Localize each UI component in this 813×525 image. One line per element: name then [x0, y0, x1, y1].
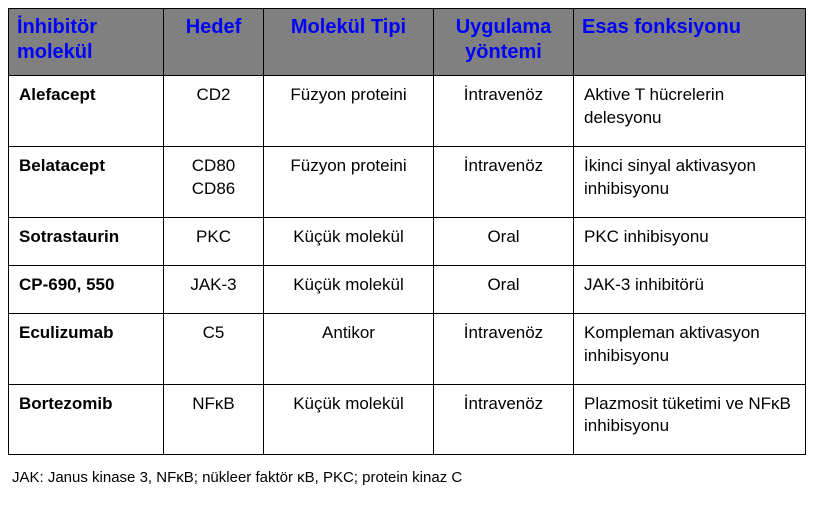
- cell-inhibitor: Belatacept: [9, 146, 164, 217]
- cell-route: İntravenöz: [434, 313, 574, 384]
- cell-function: Kompleman aktivasyon inhibisyonu: [574, 313, 806, 384]
- cell-route: İntravenöz: [434, 146, 574, 217]
- cell-type: Füzyon proteini: [264, 76, 434, 147]
- cell-type: Küçük molekül: [264, 265, 434, 313]
- col-header-inhibitor: İnhibitör molekül: [9, 9, 164, 76]
- cell-target: CD2: [164, 76, 264, 147]
- cell-target: PKC: [164, 217, 264, 265]
- cell-inhibitor: Sotrastaurin: [9, 217, 164, 265]
- cell-type: Antikor: [264, 313, 434, 384]
- table-head: İnhibitör molekül Hedef Molekül Tipi Uyg…: [9, 9, 806, 76]
- table-row: SotrastaurinPKCKüçük molekülOralPKC inhi…: [9, 217, 806, 265]
- cell-function: Plazmosit tüketimi ve NFκB inhibisyonu: [574, 384, 806, 455]
- table-row: CP-690, 550JAK-3Küçük molekülOralJAK-3 i…: [9, 265, 806, 313]
- cell-target: C5: [164, 313, 264, 384]
- cell-route: İntravenöz: [434, 384, 574, 455]
- cell-target: CD80CD86: [164, 146, 264, 217]
- table-row: BelataceptCD80CD86Füzyon proteiniİntrave…: [9, 146, 806, 217]
- inhibitors-table: İnhibitör molekül Hedef Molekül Tipi Uyg…: [8, 8, 806, 455]
- cell-function: Aktive T hücrelerin delesyonu: [574, 76, 806, 147]
- table-row: EculizumabC5AntikorİntravenözKompleman a…: [9, 313, 806, 384]
- cell-inhibitor: Alefacept: [9, 76, 164, 147]
- cell-inhibitor: CP-690, 550: [9, 265, 164, 313]
- table-row: AlefaceptCD2Füzyon proteiniİntravenözAkt…: [9, 76, 806, 147]
- cell-type: Füzyon proteini: [264, 146, 434, 217]
- col-header-type: Molekül Tipi: [264, 9, 434, 76]
- header-row: İnhibitör molekül Hedef Molekül Tipi Uyg…: [9, 9, 806, 76]
- page: İnhibitör molekül Hedef Molekül Tipi Uyg…: [0, 0, 813, 525]
- col-header-target: Hedef: [164, 9, 264, 76]
- cell-inhibitor: Bortezomib: [9, 384, 164, 455]
- cell-route: Oral: [434, 217, 574, 265]
- cell-function: JAK-3 inhibitörü: [574, 265, 806, 313]
- cell-function: İkinci sinyal aktivasyon inhibisyonu: [574, 146, 806, 217]
- col-header-route: Uygulama yöntemi: [434, 9, 574, 76]
- footnote: JAK: Janus kinase 3, NFκB; nükleer faktö…: [8, 455, 805, 486]
- cell-type: Küçük molekül: [264, 217, 434, 265]
- cell-type: Küçük molekül: [264, 384, 434, 455]
- cell-function: PKC inhibisyonu: [574, 217, 806, 265]
- cell-route: Oral: [434, 265, 574, 313]
- cell-target: NFκB: [164, 384, 264, 455]
- table-row: BortezomibNFκBKüçük molekülİntravenözPla…: [9, 384, 806, 455]
- cell-inhibitor: Eculizumab: [9, 313, 164, 384]
- cell-target: JAK-3: [164, 265, 264, 313]
- table-body: AlefaceptCD2Füzyon proteiniİntravenözAkt…: [9, 76, 806, 455]
- cell-route: İntravenöz: [434, 76, 574, 147]
- col-header-function: Esas fonksiyonu: [574, 9, 806, 76]
